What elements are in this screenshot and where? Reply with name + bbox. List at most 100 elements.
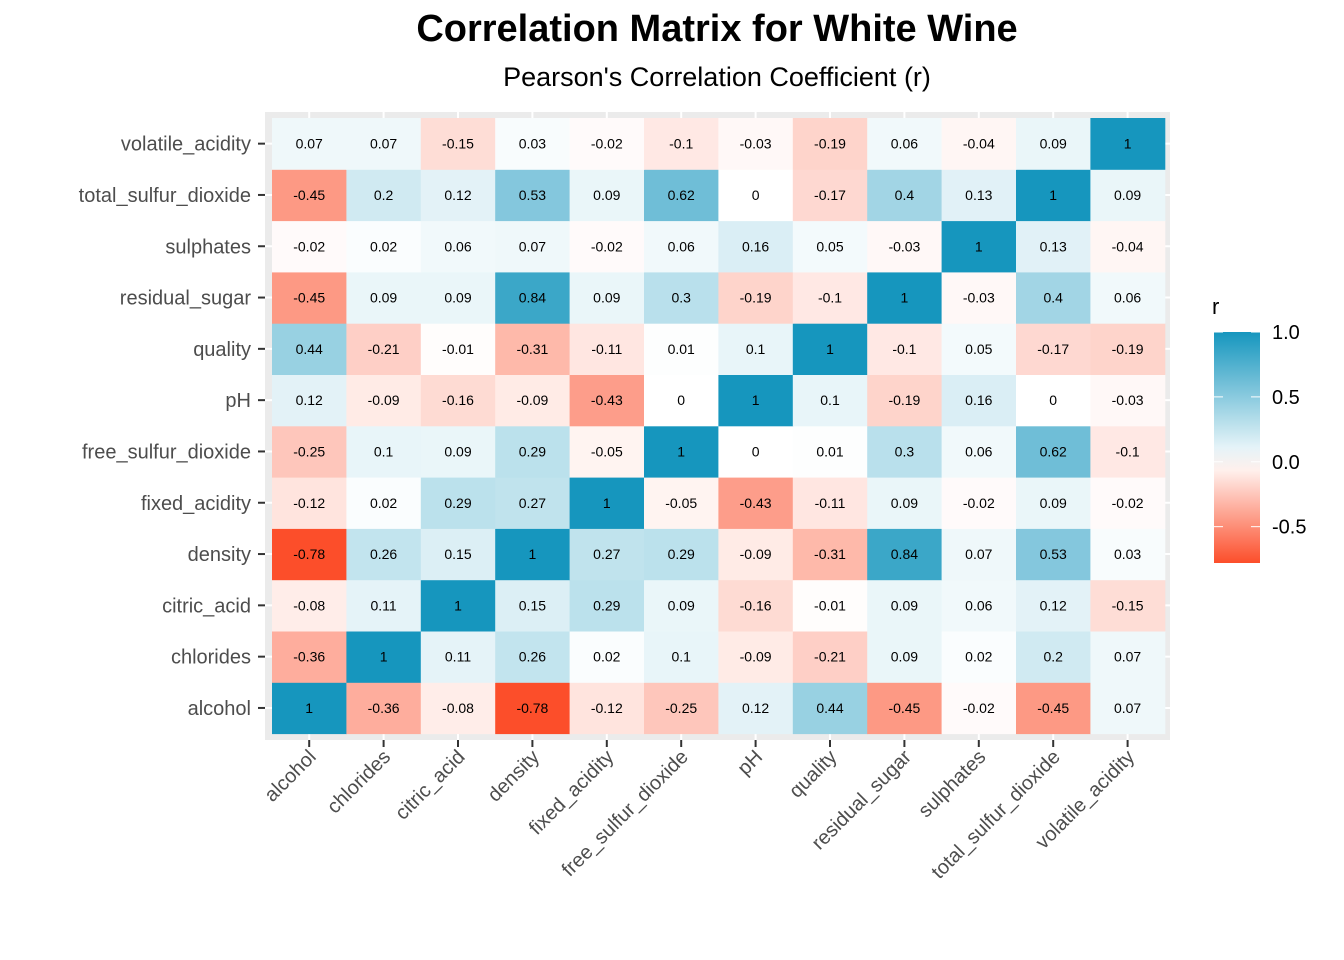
cell-value-label: -0.02: [963, 495, 995, 511]
heatmap-cell: [1016, 323, 1091, 375]
cell-value-label: -0.25: [665, 700, 697, 716]
heatmap-cells: [272, 118, 1166, 735]
y-tick-label: chlorides: [171, 647, 251, 669]
cell-value-label: 0.3: [671, 290, 691, 306]
cell-value-label: 0.4: [895, 187, 915, 203]
heatmap-cell: [346, 169, 422, 222]
heatmap-cell: [420, 323, 496, 375]
cell-value-label: 0.06: [668, 238, 695, 254]
heatmap-cell: [792, 323, 868, 375]
cell-value-label: 0.09: [593, 187, 620, 203]
cell-value-label: 0.09: [444, 443, 471, 459]
heatmap-cell: [718, 631, 794, 683]
heatmap-cell: [644, 425, 719, 478]
heatmap-cell: [346, 220, 422, 273]
heatmap-cell: [1016, 682, 1091, 735]
cell-value-label: 0.44: [296, 341, 323, 357]
cell-value-label: 0.12: [444, 187, 471, 203]
cell-value-label: 0.06: [444, 238, 471, 254]
heatmap-cell: [867, 271, 943, 324]
cell-value-label: -0.03: [740, 136, 772, 152]
cell-value-label: -0.12: [293, 495, 325, 511]
chart-subtitle: Pearson's Correlation Coefficient (r): [503, 62, 931, 92]
cell-value-label: 0.09: [1040, 495, 1067, 511]
heatmap-cell: [867, 374, 943, 427]
cell-value-label: -0.09: [368, 392, 400, 408]
heatmap-cell: [792, 425, 868, 478]
cell-value-label: -0.19: [740, 290, 772, 306]
heatmap-cell: [1090, 425, 1166, 478]
heatmap-cell: [867, 169, 943, 222]
cell-value-label: 0.09: [593, 290, 620, 306]
cell-value-label: 0.01: [668, 341, 695, 357]
heatmap-cell: [644, 374, 719, 427]
heatmap-cell: [569, 118, 645, 170]
heatmap-cell: [718, 477, 794, 529]
cell-value-label: -0.04: [1112, 238, 1144, 254]
heatmap-cell: [346, 271, 422, 324]
x-tick-label: total_sulfur_dioxide: [927, 746, 1064, 883]
cell-value-label: -0.11: [815, 495, 846, 511]
cell-value-label: -0.11: [591, 341, 622, 357]
cell-value-label: 0.03: [1114, 546, 1141, 562]
cell-value-label: -0.09: [740, 649, 772, 665]
heatmap-cell: [420, 477, 496, 529]
heatmap-cell: [792, 631, 868, 683]
legend-tick-label: 0.0: [1272, 452, 1300, 474]
heatmap-cell: [644, 169, 719, 222]
cell-value-label: -0.36: [368, 700, 400, 716]
cell-value-label: 1: [529, 546, 537, 562]
heatmap-cell: [495, 477, 571, 529]
heatmap-cell: [569, 374, 645, 427]
heatmap-cell: [792, 271, 868, 324]
cell-value-label: 0.09: [1040, 136, 1067, 152]
cell-value-label: 0.09: [668, 597, 695, 613]
cell-value-label: 0.13: [1040, 238, 1067, 254]
x-tick-label: density: [484, 746, 544, 806]
x-tick-label: alcohol: [260, 746, 320, 806]
cell-value-label: 0.26: [370, 546, 397, 562]
cell-value-label: -0.1: [892, 341, 916, 357]
heatmap-cell: [1090, 271, 1166, 324]
cell-value-label: 0.1: [671, 649, 691, 665]
x-tick-label: quality: [785, 746, 841, 802]
cell-value-label: 0.1: [746, 341, 766, 357]
cell-value-label: 0: [677, 392, 685, 408]
cell-value-label: -0.25: [293, 443, 325, 459]
cell-value-label: 0.09: [891, 495, 918, 511]
heatmap-cell: [867, 118, 943, 170]
cell-value-label: -0.02: [293, 238, 325, 254]
cell-value-label: -0.1: [1116, 443, 1140, 459]
cell-value-label: -0.1: [818, 290, 842, 306]
cell-value-label: -0.19: [814, 136, 846, 152]
heatmap-cell: [644, 118, 719, 170]
x-tick-label: sulphates: [914, 746, 990, 822]
cell-value-label: 0.12: [742, 700, 769, 716]
cell-value-label: 0.53: [519, 187, 546, 203]
heatmap-cell: [495, 220, 571, 273]
heatmap-cell: [792, 118, 868, 170]
heatmap-cell: [644, 477, 719, 529]
heatmap-cell: [941, 374, 1017, 427]
cell-value-label: 0.12: [296, 392, 323, 408]
cell-value-label: -0.01: [442, 341, 474, 357]
legend-tick-label: -0.5: [1272, 517, 1306, 539]
heatmap-cell: [495, 528, 571, 581]
cell-value-label: -0.31: [814, 546, 846, 562]
heatmap-cell: [941, 169, 1017, 222]
heatmap-cell: [718, 271, 794, 324]
cell-value-label: 0.06: [1114, 290, 1141, 306]
cell-value-label: 0.27: [519, 495, 546, 511]
cell-value-label: 0.07: [1114, 649, 1141, 665]
cell-value-label: -0.04: [963, 136, 995, 152]
heatmap-cell: [569, 323, 645, 375]
cell-value-label: 1: [603, 495, 611, 511]
cell-value-label: 0.26: [519, 649, 546, 665]
cell-value-label: 0.09: [444, 290, 471, 306]
cell-value-label: 0.09: [1114, 187, 1141, 203]
cell-value-label: -0.21: [814, 649, 846, 665]
y-tick-label: citric_acid: [162, 595, 251, 617]
cell-value-label: -0.02: [591, 136, 623, 152]
cell-value-label: 0.44: [816, 700, 843, 716]
cell-value-label: 0.05: [965, 341, 992, 357]
